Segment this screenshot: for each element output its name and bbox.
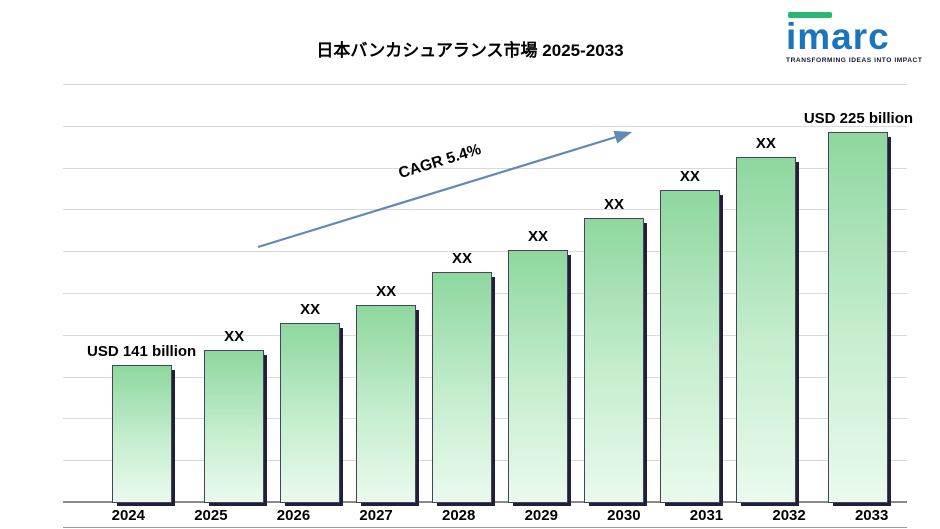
bars: USD 141 billion XX XX XX XX XX XX XX XX USD 225 b… <box>87 85 913 503</box>
x-label-2025: 2025 <box>194 507 228 524</box>
bar-2027 <box>356 305 417 503</box>
chart-title: 日本バンカシュアランス市場 2025-2033 <box>316 41 624 60</box>
x-label-2027: 2027 <box>359 507 393 524</box>
bar-2031 <box>659 190 720 503</box>
bar-2030 <box>583 218 644 503</box>
bar-2024 <box>111 365 172 503</box>
bar-value-label-2031: XX <box>679 168 700 185</box>
bar-slot-2027: XX <box>348 85 424 503</box>
bar-value-label-2028: XX <box>452 250 473 267</box>
bottom-axis-rule <box>63 527 907 528</box>
bar-value-label-2033: USD 225 billion <box>803 110 914 127</box>
bar-slot-2032: XX <box>728 85 804 503</box>
bar-value-label-2025: XX <box>224 328 245 345</box>
bar-2032 <box>735 157 796 503</box>
x-label-2029: 2029 <box>524 507 558 524</box>
x-label-2030: 2030 <box>607 507 641 524</box>
bar-value-label-2026: XX <box>300 301 321 318</box>
logo-accent-bar-icon <box>788 12 832 18</box>
bar-value-label-2024: USD 141 billion <box>87 343 197 360</box>
bar-value-label-2027: XX <box>376 283 397 300</box>
x-label-2026: 2026 <box>276 507 311 524</box>
plot-area: CAGR 5.4% USD 141 billion XX XX XX XX XX XX XX X… <box>63 84 913 503</box>
bar-2025 <box>204 350 265 503</box>
bar-2029 <box>507 250 568 503</box>
bar-slot-2026: XX <box>272 85 348 503</box>
cagr-trend-arrow-icon <box>257 130 633 249</box>
bar-value-label-2030: XX <box>603 196 624 213</box>
x-label-2031: 2031 <box>689 507 724 524</box>
logo-tagline: TRANSFORMING IDEAS INTO IMPACT <box>786 57 923 65</box>
gridline <box>63 251 907 253</box>
bar-2026 <box>280 323 341 503</box>
bar-slot-2030: XX <box>576 85 652 503</box>
gridline <box>63 84 907 85</box>
imarc-logo: imarc TRANSFORMING IDEAS INTO IMPACT <box>786 12 926 64</box>
x-label-2033: 2033 <box>854 507 889 524</box>
x-label-2024: 2024 <box>111 507 145 524</box>
gridline <box>63 125 907 127</box>
gridline <box>63 167 907 169</box>
logo-wordmark: imarc <box>786 16 890 57</box>
x-label-2032: 2032 <box>772 507 806 524</box>
x-label-2028: 2028 <box>441 507 476 524</box>
bar-slot-2028: XX <box>424 85 500 503</box>
bar-2033 <box>828 132 889 503</box>
bar-slot-2033: USD 225 billion <box>804 85 913 503</box>
gridline <box>63 209 907 211</box>
bar-slot-2029: XX <box>500 85 576 503</box>
bar-value-label-2029: XX <box>527 228 548 245</box>
bar-slot-2024: USD 141 billion <box>87 85 196 503</box>
x-axis-labels: 2024 2025 2026 2027 2028 2029 2030 2031 2032 2033 <box>87 507 913 524</box>
bar-slot-2031: XX <box>652 85 728 503</box>
bar-2028 <box>432 272 493 503</box>
bar-value-label-2032: XX <box>755 135 776 152</box>
bar-slot-2025: XX <box>196 85 272 503</box>
